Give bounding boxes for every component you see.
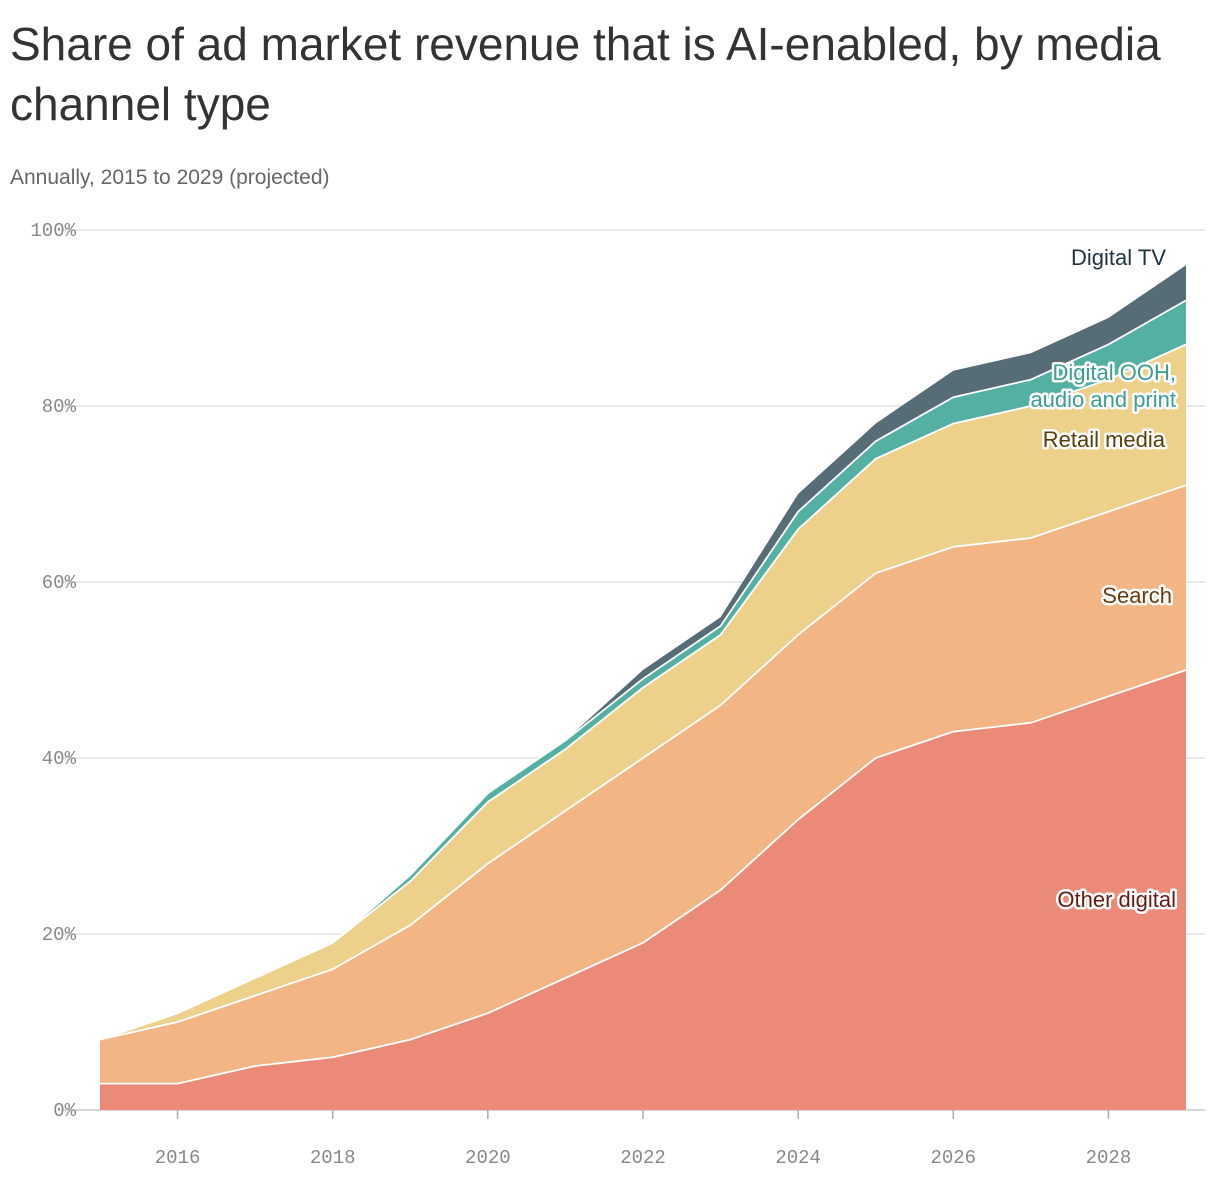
x-tick-label: 2016 — [155, 1147, 201, 1169]
x-tick-label: 2020 — [465, 1147, 511, 1169]
area-digital-tv — [100, 265, 1186, 1040]
series-label-retail-media: Retail media — [1043, 427, 1166, 452]
x-tick-label: 2022 — [620, 1147, 666, 1169]
x-axis-ticks: 2016 2018 2020 2022 2024 2026 2028 — [155, 1110, 1131, 1169]
area-other-digital — [100, 670, 1186, 1110]
series-label-search: Search — [1102, 583, 1172, 608]
y-tick-label: 40% — [42, 748, 77, 770]
area-layers — [99, 265, 1187, 1110]
chart-subtitle: Annually, 2015 to 2029 (projected) — [10, 166, 330, 189]
y-tick-label: 80% — [42, 396, 77, 418]
series-label-line: Digital OOH, — [1053, 360, 1176, 385]
x-tick-label: 2018 — [310, 1147, 356, 1169]
y-axis-ticks: 0% 20% 40% 60% 80% 100% — [30, 220, 76, 1122]
series-label-digital-ooh-audio-and-print: Digital OOH, audio and print — [1030, 360, 1176, 412]
area-retail-media — [100, 344, 1186, 1040]
separator-other-digital — [100, 669, 1187, 1085]
x-tick-label: 2024 — [775, 1147, 821, 1169]
x-tick-label: 2028 — [1086, 1147, 1132, 1169]
chart-title: Share of ad market revenue that is AI-en… — [10, 18, 1161, 130]
separator-search — [99, 484, 1187, 1041]
y-tick-label: 0% — [53, 1100, 76, 1122]
separator-digital-ooh-audio-and-print — [99, 299, 1187, 1041]
series-labels: Other digital Search Retail media Digital O… — [1028, 243, 1179, 915]
series-label-line: audio and print — [1030, 387, 1176, 412]
y-tick-label: 100% — [30, 220, 76, 242]
y-tick-label: 60% — [42, 572, 77, 594]
area-digital-ooh-audio-and-print — [100, 300, 1186, 1040]
x-tick-label: 2026 — [930, 1147, 976, 1169]
area-search — [100, 485, 1186, 1084]
y-tick-label: 20% — [42, 924, 77, 946]
series-label-digital-tv: Digital TV — [1071, 245, 1166, 270]
series-label-other-digital: Other digital — [1057, 887, 1176, 912]
